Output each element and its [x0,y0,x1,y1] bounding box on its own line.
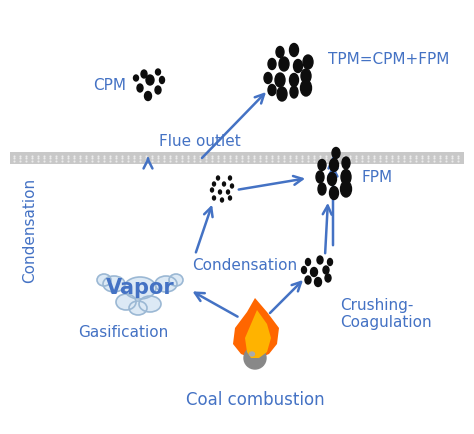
Ellipse shape [277,87,287,101]
Ellipse shape [220,198,224,202]
Ellipse shape [141,70,147,78]
Ellipse shape [340,181,352,197]
Ellipse shape [303,55,313,69]
Ellipse shape [279,57,289,71]
Ellipse shape [145,92,152,101]
Ellipse shape [227,190,229,194]
Ellipse shape [268,59,276,69]
Text: Condensation: Condensation [192,258,298,273]
Ellipse shape [219,190,221,194]
Bar [10,152,464,164]
Text: FPM: FPM [362,170,393,184]
Ellipse shape [276,46,284,57]
Ellipse shape [264,72,272,83]
Text: Condensation: Condensation [22,178,37,283]
Ellipse shape [169,274,183,286]
Ellipse shape [249,352,255,356]
Ellipse shape [290,43,299,56]
Ellipse shape [268,85,276,95]
Text: Vapor: Vapor [106,278,174,298]
Ellipse shape [212,196,216,200]
Ellipse shape [341,170,351,184]
Ellipse shape [301,266,307,273]
Ellipse shape [328,259,332,266]
Text: Flue outlet: Flue outlet [159,135,241,149]
Text: Crushing-
Coagulation: Crushing- Coagulation [340,298,432,330]
Ellipse shape [323,266,329,274]
Ellipse shape [315,277,321,286]
Ellipse shape [137,84,143,92]
Ellipse shape [318,183,326,195]
Ellipse shape [146,75,154,85]
Ellipse shape [230,184,234,188]
Ellipse shape [290,86,298,98]
Ellipse shape [316,171,324,183]
Ellipse shape [325,274,331,282]
Ellipse shape [155,69,161,75]
Ellipse shape [155,276,177,292]
Ellipse shape [103,276,125,292]
Ellipse shape [329,187,338,200]
Text: CPM: CPM [93,79,126,93]
Ellipse shape [124,277,156,299]
Ellipse shape [342,157,350,169]
Ellipse shape [301,80,311,96]
Text: TPM=CPM+FPM: TPM=CPM+FPM [328,53,449,68]
Ellipse shape [129,301,147,315]
Ellipse shape [159,76,164,83]
Ellipse shape [318,160,326,171]
Ellipse shape [116,294,136,310]
Ellipse shape [134,75,138,81]
Ellipse shape [210,188,213,192]
Ellipse shape [328,172,337,185]
Text: Coal combustion: Coal combustion [186,391,324,409]
Ellipse shape [317,256,323,264]
Ellipse shape [329,158,338,171]
Ellipse shape [217,176,219,180]
Ellipse shape [228,196,231,200]
Text: Gasification: Gasification [78,325,168,340]
Ellipse shape [332,148,340,158]
Ellipse shape [228,176,231,180]
Circle shape [244,347,266,369]
Polygon shape [245,310,271,358]
Polygon shape [233,298,279,358]
Ellipse shape [139,296,161,312]
Ellipse shape [310,267,318,276]
Ellipse shape [306,259,310,266]
Ellipse shape [275,73,285,87]
Ellipse shape [212,182,216,186]
Ellipse shape [301,69,311,83]
Ellipse shape [97,274,111,286]
Ellipse shape [155,86,161,94]
Ellipse shape [305,276,311,284]
Ellipse shape [290,73,299,86]
Ellipse shape [222,182,226,186]
Ellipse shape [293,59,302,72]
